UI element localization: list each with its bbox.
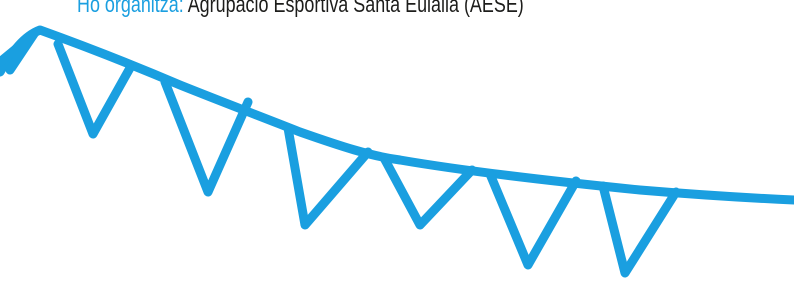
page: Ho organitza: Agrupació Esportiva Santa … [0, 0, 794, 284]
bunting [0, 0, 794, 284]
pennant [603, 186, 676, 273]
pennant [490, 174, 576, 265]
